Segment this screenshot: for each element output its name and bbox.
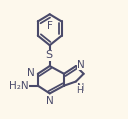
Text: N: N [77,60,85,70]
Text: H: H [77,86,83,95]
Text: H₂N: H₂N [9,81,28,91]
Text: N: N [77,83,84,93]
Text: N: N [27,68,35,78]
Text: N: N [46,96,54,106]
Text: S: S [45,50,52,60]
Text: F: F [47,21,53,31]
